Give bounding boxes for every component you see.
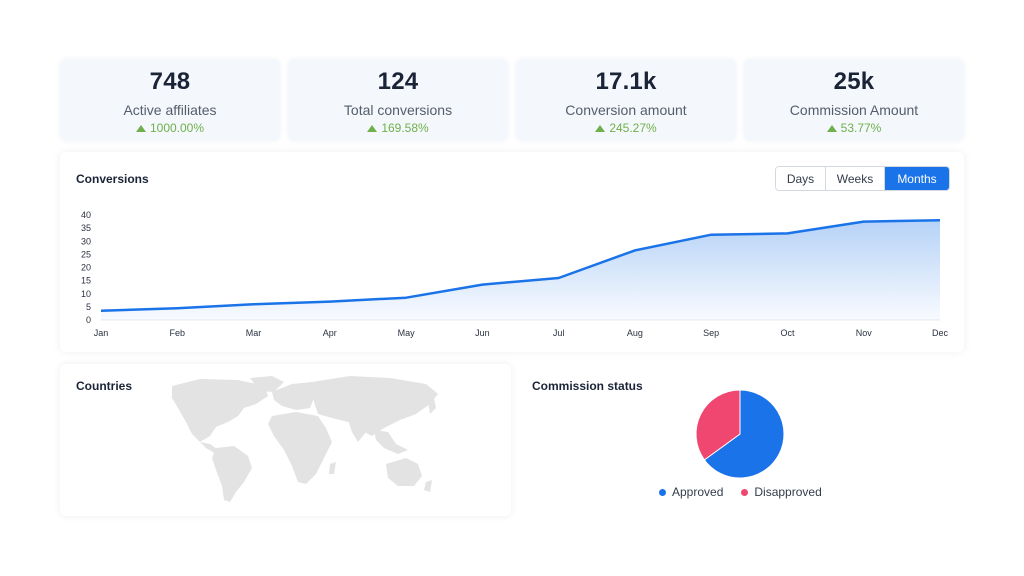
- x-tick-label: Aug: [627, 328, 643, 338]
- kpi-card-total-conversions[interactable]: 124 Total conversions 169.58%: [288, 59, 508, 141]
- map-greenland[interactable]: [250, 376, 284, 392]
- y-tick-label: 35: [81, 223, 91, 233]
- data-point-jul: [557, 276, 561, 280]
- trend-up-icon: [367, 124, 378, 132]
- y-tick-label: 40: [81, 210, 91, 220]
- map-australia[interactable]: [386, 458, 422, 486]
- conversions-chart: 0 5 10 15 20 25 30 35 40 Jan Feb Mar Apr May Jun Jul Aug…: [81, 210, 949, 338]
- world-map: [172, 376, 438, 502]
- map-north-america[interactable]: [172, 379, 268, 442]
- kpi-change: 1000.00%: [60, 121, 280, 135]
- data-point-oct: [785, 231, 789, 235]
- y-tick-label: 10: [81, 289, 91, 299]
- commission-status-title: Commission status: [532, 379, 643, 393]
- data-point-feb: [175, 306, 179, 310]
- data-point-jan: [99, 309, 103, 313]
- x-tick-label: Dec: [932, 328, 949, 338]
- pie-legend: Approved Disapproved: [659, 485, 822, 499]
- kpi-label: Conversion amount: [565, 102, 687, 118]
- kpi-change: 245.27%: [516, 121, 736, 135]
- kpi-change-value: 169.58%: [381, 121, 429, 135]
- kpi-change: 53.77%: [744, 121, 964, 135]
- data-point-nov: [862, 220, 866, 224]
- map-india[interactable]: [348, 420, 366, 442]
- x-tick-label: Apr: [323, 328, 337, 338]
- map-asia[interactable]: [312, 376, 438, 436]
- range-selector: Days Weeks Months: [775, 166, 950, 191]
- legend-label-disapproved: Disapproved: [754, 485, 822, 499]
- range-days-button[interactable]: Days: [776, 167, 826, 190]
- legend-dot-disapproved: [741, 488, 749, 496]
- kpi-change: 169.58%: [288, 121, 508, 135]
- x-tick-label: Jul: [553, 328, 565, 338]
- data-point-jun: [480, 283, 484, 287]
- kpi-value: 124: [377, 68, 419, 95]
- legend-approved[interactable]: Approved: [659, 485, 723, 499]
- kpi-row: 748 Active affiliates 1000.00% 124 Total…: [60, 59, 964, 141]
- kpi-change-value: 53.77%: [840, 121, 882, 135]
- range-weeks-button[interactable]: Weeks: [826, 167, 885, 190]
- trend-up-icon: [135, 124, 146, 132]
- countries-panel: Countries: [60, 364, 511, 516]
- x-tick-label: Jun: [475, 328, 490, 338]
- pie-slice-approved[interactable]: [703, 389, 785, 479]
- kpi-value: 17.1k: [595, 68, 657, 95]
- data-point-apr: [328, 300, 332, 304]
- kpi-card-commission-amount[interactable]: 25k Commission Amount 53.77%: [744, 59, 964, 141]
- kpi-value: 748: [149, 68, 191, 95]
- y-tick-label: 15: [81, 276, 91, 286]
- conversions-title: Conversions: [76, 172, 149, 186]
- countries-title: Countries: [76, 379, 133, 393]
- legend-disapproved[interactable]: Disapproved: [741, 485, 822, 499]
- x-tick-label: Jan: [94, 328, 109, 338]
- x-tick-label: Oct: [780, 328, 795, 338]
- kpi-label: Active affiliates: [123, 102, 217, 118]
- conversions-line: [100, 219, 941, 313]
- map-new-zealand[interactable]: [424, 480, 432, 492]
- y-tick-label: 0: [86, 315, 91, 325]
- commission-pie-chart: [695, 389, 785, 479]
- y-tick-label: 25: [81, 249, 91, 259]
- map-south-america[interactable]: [212, 446, 252, 502]
- y-tick-label: 20: [81, 263, 91, 273]
- y-tick-label: 5: [86, 302, 91, 312]
- trend-up-icon: [595, 124, 606, 132]
- x-tick-label: Nov: [856, 328, 873, 338]
- data-point-aug: [633, 248, 637, 252]
- kpi-card-active-affiliates[interactable]: 748 Active affiliates 1000.00%: [60, 59, 280, 141]
- x-tick-label: Feb: [170, 328, 186, 338]
- data-point-mar: [252, 302, 256, 306]
- data-point-may: [404, 296, 408, 300]
- kpi-change-value: 1000.00%: [149, 121, 205, 135]
- x-tick-label: May: [398, 328, 416, 338]
- kpi-card-conversion-amount[interactable]: 17.1k Conversion amount 245.27%: [516, 59, 736, 141]
- kpi-value: 25k: [833, 68, 875, 95]
- y-tick-label: 30: [81, 236, 91, 246]
- data-point-sep: [709, 233, 713, 237]
- legend-label-approved: Approved: [672, 485, 724, 499]
- kpi-change-value: 245.27%: [609, 121, 657, 135]
- pie-slice-disapproved[interactable]: [695, 389, 741, 461]
- map-africa[interactable]: [268, 412, 332, 484]
- kpi-label: Commission Amount: [789, 102, 919, 118]
- kpi-label: Total conversions: [343, 102, 453, 118]
- x-tick-label: Mar: [246, 328, 262, 338]
- legend-dot-approved: [659, 488, 666, 496]
- commission-panel: Commission status Approved Disapproved: [519, 364, 964, 516]
- map-japan[interactable]: [428, 398, 436, 414]
- data-point-dec: [938, 218, 942, 222]
- conversions-panel: 0 5 10 15 20 25 30 35 40 Jan Feb Mar Apr May Jun Jul Aug…: [60, 152, 964, 352]
- range-months-button[interactable]: Months: [885, 167, 949, 190]
- trend-up-icon: [826, 124, 837, 132]
- conversions-area: [101, 220, 940, 320]
- map-madagascar[interactable]: [329, 462, 336, 474]
- x-tick-label: Sep: [703, 328, 719, 338]
- map-southeast-asia[interactable]: [374, 430, 408, 454]
- map-europe[interactable]: [272, 382, 322, 410]
